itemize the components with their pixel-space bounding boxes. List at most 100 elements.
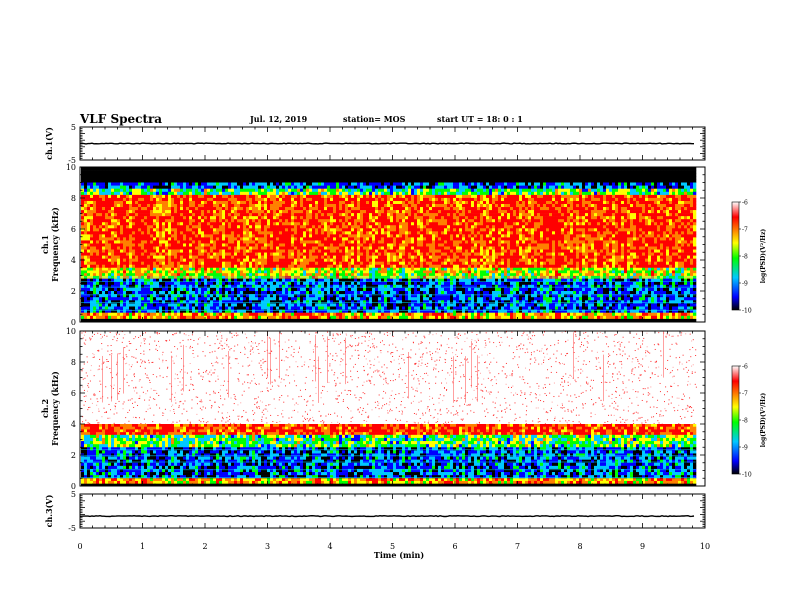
spectrogram-cell bbox=[84, 167, 88, 171]
spectrogram-cell bbox=[360, 237, 364, 241]
spectrogram-cell bbox=[249, 312, 253, 317]
spectrogram-cell bbox=[315, 170, 319, 174]
spectrogram-cell bbox=[180, 167, 184, 171]
spectrogram-cell bbox=[126, 258, 130, 262]
spectrogram-cell bbox=[351, 240, 355, 244]
spectrogram-cell bbox=[315, 309, 319, 313]
spectrogram-cell bbox=[264, 252, 268, 256]
spectrogram-cell bbox=[309, 264, 313, 269]
spectrogram-cell bbox=[354, 315, 358, 320]
spectrogram-cell bbox=[201, 240, 205, 244]
spectrogram-cell bbox=[156, 249, 160, 253]
spectrogram-cell bbox=[108, 219, 112, 223]
spectrogram-cell bbox=[300, 167, 304, 171]
spectrogram-cell bbox=[285, 197, 289, 202]
spectrogram-cell bbox=[360, 255, 364, 259]
spectrogram-cell bbox=[204, 267, 208, 271]
spectrogram-cell bbox=[153, 182, 157, 186]
spectrogram-cell bbox=[147, 278, 151, 282]
spectrogram-cell bbox=[228, 240, 232, 244]
spectrogram-cell bbox=[153, 210, 157, 214]
spectrogram-cell bbox=[225, 197, 229, 202]
spectrogram-cell bbox=[273, 300, 277, 304]
spectrogram-cell bbox=[324, 173, 328, 177]
spectrogram-cell bbox=[339, 185, 343, 189]
spectrogram-cell bbox=[210, 287, 214, 292]
spectrogram-cell bbox=[345, 291, 349, 295]
spectrogram-cell bbox=[87, 243, 91, 247]
spectrogram-cell bbox=[252, 234, 256, 238]
spectrogram-cell bbox=[171, 252, 175, 256]
spectrogram-cell bbox=[324, 246, 328, 250]
spectrogram-cell bbox=[342, 240, 346, 244]
spectrogram-cell bbox=[186, 315, 190, 320]
spectrogram-cell bbox=[351, 188, 355, 193]
spectrogram-cell bbox=[357, 306, 361, 310]
spectrogram-cell bbox=[93, 258, 97, 262]
spectrogram-cell bbox=[258, 204, 262, 208]
spectrogram-cell bbox=[333, 179, 337, 183]
spectrogram-cell bbox=[207, 294, 211, 298]
spectrogram-cell bbox=[138, 243, 142, 247]
spectrogram-cell bbox=[126, 300, 130, 304]
spectrogram-cell bbox=[192, 246, 196, 250]
spectrogram-cell bbox=[120, 213, 124, 217]
spectrogram-cell bbox=[180, 179, 184, 183]
spectrogram-cell bbox=[294, 318, 298, 323]
spectrogram-cell bbox=[153, 300, 157, 304]
spectrogram-cell bbox=[96, 300, 100, 304]
spectrogram-cell bbox=[222, 249, 226, 253]
spectrogram-cell bbox=[171, 297, 175, 301]
spectrogram-cell bbox=[333, 287, 337, 292]
spectrogram-cell bbox=[201, 176, 205, 180]
spectrogram-cell bbox=[285, 264, 289, 269]
spectrogram-cell bbox=[282, 309, 286, 313]
spectrogram-cell bbox=[354, 200, 358, 205]
spectrogram-cell bbox=[285, 281, 289, 286]
spectrogram-cell bbox=[216, 207, 220, 211]
spectrogram-cell bbox=[294, 273, 298, 277]
spectrogram-cell bbox=[273, 318, 277, 323]
spectrogram-cell bbox=[201, 182, 205, 186]
spectrogram-cell bbox=[279, 225, 283, 229]
spectrogram-cell bbox=[261, 312, 265, 317]
spectrogram-cell bbox=[168, 318, 172, 323]
spectrogram-cell bbox=[357, 228, 361, 232]
spectrogram-cell bbox=[324, 312, 328, 317]
spectrogram-cell bbox=[192, 297, 196, 301]
spectrogram-cell bbox=[201, 297, 205, 301]
spectrogram-cell bbox=[162, 200, 166, 205]
spectrogram-cell bbox=[117, 309, 121, 313]
spectrogram-cell bbox=[138, 228, 142, 232]
spectrogram-cell bbox=[102, 315, 106, 320]
spectrogram-cell bbox=[114, 210, 118, 214]
spectrogram-cell bbox=[294, 252, 298, 256]
spectrogram-cell bbox=[138, 297, 142, 301]
spectrogram-cell bbox=[339, 173, 343, 177]
spectrogram-cell bbox=[174, 312, 178, 317]
spectrogram-cell bbox=[186, 237, 190, 241]
spectrogram-cell bbox=[294, 309, 298, 313]
spectrogram-cell bbox=[357, 207, 361, 211]
spectrogram-cell bbox=[219, 267, 223, 271]
spectrogram-cell bbox=[90, 267, 94, 271]
spectrogram-cell bbox=[330, 228, 334, 232]
spectrogram-cell bbox=[165, 303, 169, 307]
spectrogram-cell bbox=[270, 278, 274, 282]
spectrogram-cell bbox=[213, 207, 217, 211]
spectrogram-cell bbox=[141, 219, 145, 223]
spectrogram-cell bbox=[120, 273, 124, 277]
spectrogram-cell bbox=[165, 225, 169, 229]
spectrogram-cell bbox=[120, 188, 124, 193]
spectrogram-cell bbox=[312, 170, 316, 174]
spectrogram-cell bbox=[306, 194, 310, 199]
spectrogram-cell bbox=[354, 300, 358, 304]
spectrogram-cell bbox=[327, 270, 331, 274]
spectrogram-cell bbox=[165, 234, 169, 238]
spectrogram-cell bbox=[345, 255, 349, 259]
spectrogram-cell bbox=[189, 188, 193, 193]
spectrogram-cell bbox=[159, 278, 163, 282]
spectrogram-cell bbox=[213, 200, 217, 205]
spectrogram-cell bbox=[264, 312, 268, 317]
spectrogram-cell bbox=[357, 246, 361, 250]
